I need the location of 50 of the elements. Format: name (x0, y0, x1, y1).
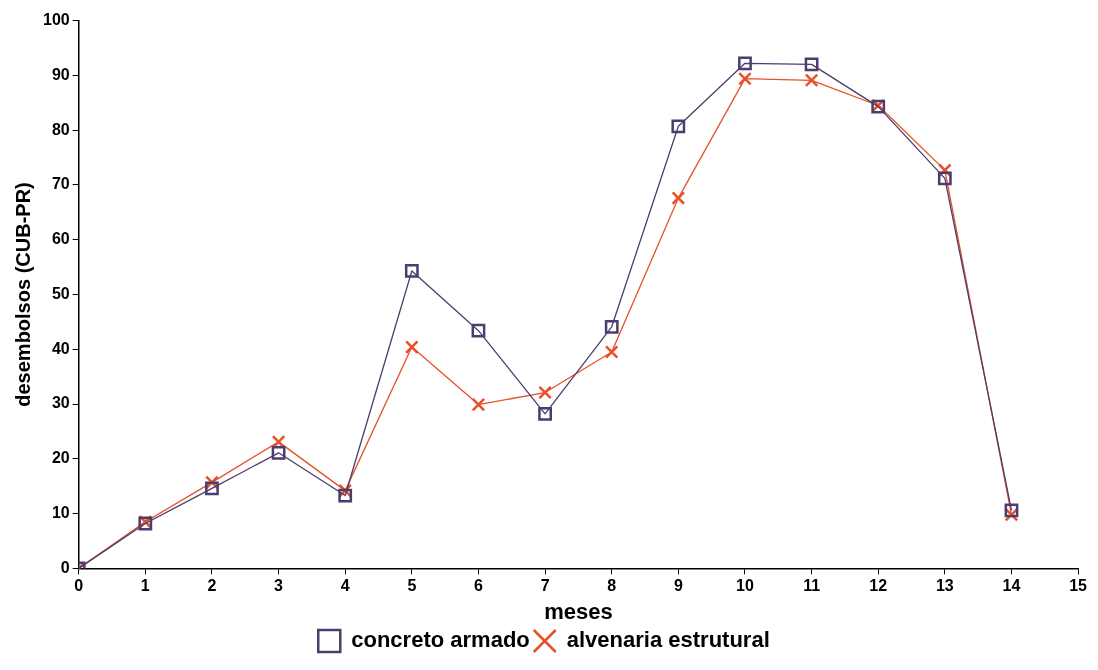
x-tick-label: 13 (935, 577, 954, 595)
y-tick-label: 60 (51, 230, 70, 248)
point (671, 191, 686, 205)
point (205, 481, 219, 496)
x-tick-label: 12 (869, 577, 888, 595)
point (604, 345, 619, 359)
y-tick-label: 40 (51, 339, 70, 357)
point (804, 57, 819, 72)
point (338, 488, 353, 503)
x-tick-label: 9 (673, 577, 683, 595)
y-tick-label: 100 (42, 11, 70, 29)
x-tick-label: 15 (1069, 577, 1088, 595)
point (1004, 503, 1019, 518)
y-tick-label: 20 (51, 449, 70, 467)
x-tick-label: 6 (474, 577, 483, 595)
point (271, 445, 286, 460)
x-tick-label: 4 (340, 577, 350, 595)
y-tick-label: 80 (51, 120, 70, 138)
y-tick-label: 70 (51, 175, 70, 193)
x-tick-label: 14 (1002, 577, 1021, 595)
x-tick-label: 11 (803, 577, 821, 595)
point (538, 407, 552, 421)
point (471, 397, 486, 412)
y-tick-label: 50 (51, 284, 70, 302)
point (404, 264, 419, 278)
x-tick-label: 2 (207, 577, 217, 595)
x-tick-label: 3 (274, 577, 284, 595)
point (671, 119, 686, 134)
point (738, 56, 752, 71)
point (404, 340, 419, 354)
x-tick-label: 10 (736, 577, 754, 595)
x-tick-label: 1 (140, 577, 150, 595)
legend-label: concreto armado (351, 627, 530, 653)
y-tick-label: 0 (60, 558, 70, 576)
point (738, 71, 752, 86)
y-tick-label: 30 (51, 394, 70, 412)
x-tick-label: 7 (540, 577, 550, 595)
x-tick-label: 5 (407, 577, 417, 595)
point (538, 385, 552, 400)
legend-label: alvenaria estrutural (566, 627, 770, 653)
point (471, 323, 486, 338)
point (937, 171, 952, 186)
point (604, 319, 619, 334)
y-tick-label: 90 (51, 65, 70, 83)
y-tick-label: 10 (51, 504, 70, 522)
x-tick-label: 0 (74, 577, 84, 595)
x-axis-title: meses (544, 598, 613, 624)
point (804, 73, 819, 88)
x-tick-label: 8 (607, 577, 617, 595)
y-axis-title: desembolsos (CUB-PR) (11, 182, 34, 407)
